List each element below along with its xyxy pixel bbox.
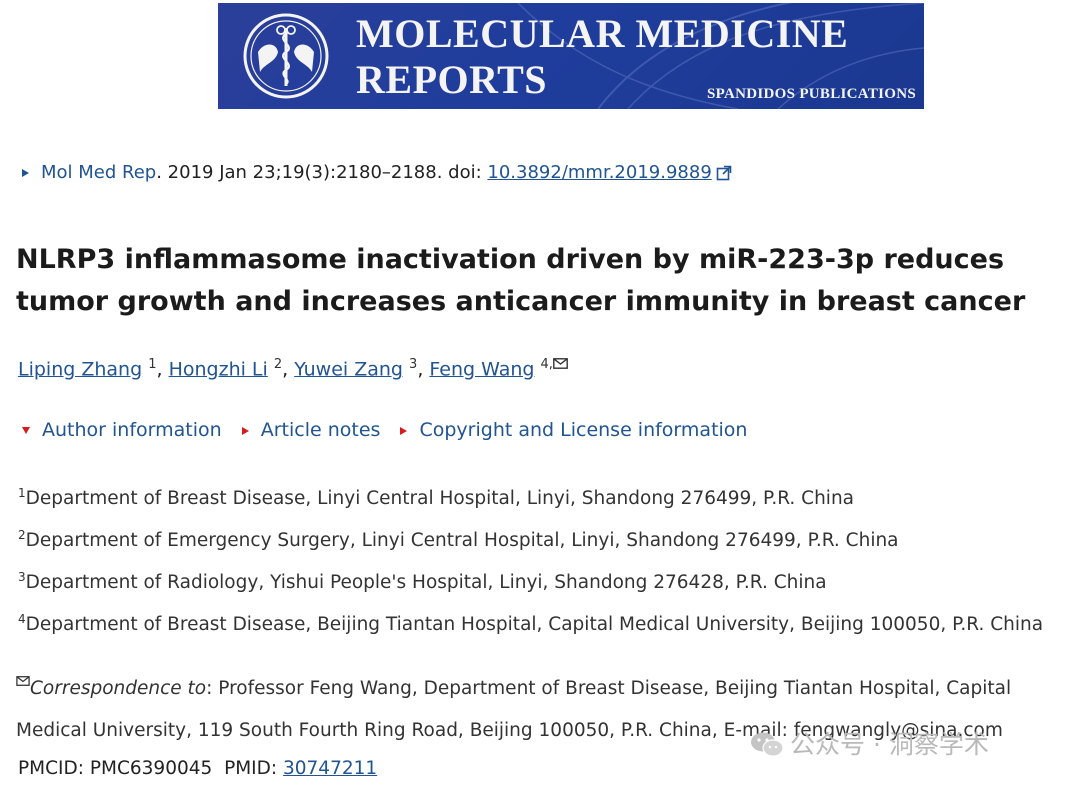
toggle-label: Author information [42, 419, 222, 441]
article-title: NLRP3 inflammasome inactivation driven b… [16, 244, 1026, 317]
triangle-down-icon [22, 427, 30, 434]
affiliation-text: Department of Radiology, Yishui People's… [25, 572, 827, 593]
affiliation-number: 4 [18, 612, 26, 626]
pmcid-label: PMCID: [18, 758, 90, 779]
author-affiliation-number: 1 [148, 357, 157, 372]
correspondence-text: : Professor Feng Wang, Department of Bre… [16, 678, 1012, 741]
author-link[interactable]: Yuwei Zang [294, 358, 403, 381]
publisher-name: SPANDIDOS PUBLICATIONS [707, 86, 916, 102]
watermark-text: 公众号 · 洞察学术 [790, 730, 989, 759]
affiliation-1: 1Department of Breast Disease, Linyi Cen… [18, 480, 854, 512]
pmcid-value: PMC6390045 [89, 758, 213, 779]
author-list: Liping Zhang 1, Hongzhi Li 2, Yuwei Zang… [18, 351, 568, 383]
triangle-right-icon [241, 426, 249, 435]
doi-link[interactable]: 10.3892/mmr.2019.9889 [487, 162, 712, 183]
author-affiliation-number: 3 [409, 357, 418, 372]
journal-logo-icon [243, 13, 329, 99]
triangle-right-icon [400, 426, 408, 435]
journal-title: MOLECULAR MEDICINE REPORTS [356, 11, 849, 102]
banner-background-swirl [517, 3, 924, 109]
author-affiliation-number: 4, [540, 357, 553, 372]
citation-line: Mol Med Rep. 2019 Jan 23;19(3):2180–2188… [18, 161, 732, 185]
author-link[interactable]: Feng Wang [429, 358, 535, 381]
toggle-label: Copyright and License information [419, 419, 748, 441]
affiliation-text: Department of Breast Disease, Beijing Ti… [25, 614, 1044, 635]
external-link-icon[interactable] [716, 165, 732, 181]
watermark: 公众号 · 洞察学术 [750, 727, 989, 763]
article-identifiers: PMCID: PMC6390045 PMID: 30747211 [18, 756, 377, 782]
journal-banner: MOLECULAR MEDICINE REPORTS SPANDIDOS PUB… [218, 3, 924, 109]
author-separator: , [282, 358, 295, 381]
journal-link[interactable]: Mol Med Rep [41, 162, 157, 183]
article-info-toggles: Author information Article notes Copyrig… [18, 417, 761, 443]
affiliation-number: 2 [18, 528, 26, 542]
affiliation-3: 3Department of Radiology, Yishui People'… [18, 564, 827, 596]
citation-details: . 2019 Jan 23;19(3):2180–2188. doi: [156, 162, 488, 183]
toggle-author-information[interactable]: Author information [18, 419, 222, 441]
author-separator: , [417, 358, 430, 381]
toggle-article-notes[interactable]: Article notes [241, 419, 381, 441]
author-affiliation-number: 2 [273, 357, 283, 372]
affiliation-text: Department of Breast Disease, Linyi Cent… [25, 488, 855, 509]
affiliation-number: 3 [18, 570, 26, 584]
envelope-icon [16, 676, 30, 686]
pmid-label: PMID: [224, 758, 283, 779]
author-link[interactable]: Liping Zhang [18, 358, 143, 381]
triangle-right-icon [22, 169, 29, 177]
envelope-icon[interactable] [553, 358, 568, 370]
toggle-copyright-license[interactable]: Copyright and License information [400, 419, 747, 441]
correspondence: Correspondence to: Professor Feng Wang, … [16, 668, 1076, 752]
pmid-link[interactable]: 30747211 [283, 758, 378, 779]
wechat-icon [751, 732, 784, 757]
affiliation-4: 4Department of Breast Disease, Beijing T… [18, 606, 1043, 638]
correspondence-label: Correspondence to [30, 678, 207, 699]
affiliation-2: 2Department of Emergency Surgery, Linyi … [18, 522, 899, 554]
affiliation-text: Department of Emergency Surgery, Linyi C… [25, 530, 899, 551]
affiliation-number: 1 [18, 486, 26, 500]
toggle-label: Article notes [260, 419, 381, 441]
author-link[interactable]: Hongzhi Li [168, 358, 268, 381]
author-separator: , [156, 358, 169, 381]
